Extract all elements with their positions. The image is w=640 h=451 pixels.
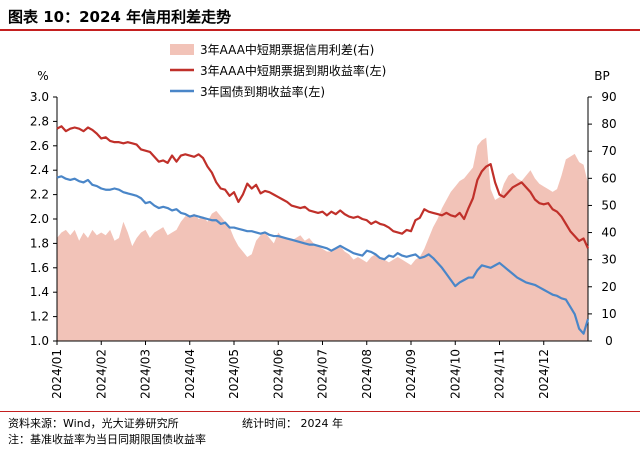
x-tick-label: 2024/10 xyxy=(448,349,462,399)
right-tick-label: 40 xyxy=(601,226,616,240)
right-unit-label: BP xyxy=(594,69,609,83)
x-tick-label: 2024/02 xyxy=(94,349,108,399)
left-tick-label: 2.2 xyxy=(30,188,49,202)
right-tick-label: 70 xyxy=(601,144,616,158)
x-tick-label: 2024/09 xyxy=(404,349,418,399)
left-unit-label: % xyxy=(37,69,48,83)
left-tick-label: 1.6 xyxy=(30,261,49,275)
left-tick-label: 1.2 xyxy=(30,310,49,324)
left-tick-label: 2.0 xyxy=(30,212,49,226)
x-tick-label: 2024/06 xyxy=(271,349,285,399)
x-tick-label: 2024/11 xyxy=(493,349,507,399)
spread-chart: 1.0 1.2 1.4 1.6 1.8 2.0 2.2 2.4 2.6 2.8 3.0 0 10 20 30… xyxy=(30,42,617,399)
legend-label-cp-yield: 3年AAA中短期票据到期收益率(左) xyxy=(200,63,386,78)
legend-label-spread: 3年AAA中短期票据信用利差(右) xyxy=(200,42,374,57)
left-tick-label: 1.4 xyxy=(30,285,49,299)
x-tick-label: 2024/12 xyxy=(537,349,551,399)
cp-yield-line xyxy=(56,125,590,249)
x-tick-label: 2024/03 xyxy=(139,349,153,399)
right-tick-label: 10 xyxy=(601,307,616,321)
right-tick-label: 90 xyxy=(601,90,616,104)
benchmark-note: 注：基准收益率为当日同期限国债收益率 xyxy=(8,433,206,446)
left-tick-label: 1.8 xyxy=(30,236,49,250)
left-tick-label: 2.4 xyxy=(30,163,49,177)
right-tick-label: 50 xyxy=(601,198,616,212)
x-tick-label: 2024/07 xyxy=(316,349,330,399)
x-tick-label: 2024/08 xyxy=(360,349,374,399)
right-tick-label: 0 xyxy=(605,334,613,348)
chart-title: 图表 10：2024 年信用利差走势 xyxy=(8,8,232,26)
stat-time-note: 统计时间： 2024 年 xyxy=(242,417,343,430)
x-tick-label: 2024/04 xyxy=(183,349,197,399)
legend-label-gov-yield: 3年国债到期收益率(左) xyxy=(200,84,325,99)
x-tick-label: 2024/01 xyxy=(50,349,64,399)
x-tick-label: 2024/05 xyxy=(227,349,241,399)
footer-rule xyxy=(0,411,640,412)
right-tick-label: 30 xyxy=(601,253,616,267)
left-tick-label: 2.8 xyxy=(30,114,49,128)
left-tick-label: 3.0 xyxy=(30,90,49,104)
title-rule xyxy=(0,29,640,31)
source-note: 资料来源：Wind，光大证券研究所 xyxy=(8,417,179,430)
gov-yield-line xyxy=(56,175,590,335)
spread-area xyxy=(57,137,588,341)
right-tick-label: 80 xyxy=(601,117,616,131)
legend-swatch-spread xyxy=(170,44,194,55)
right-tick-label: 60 xyxy=(601,171,616,185)
left-tick-label: 2.6 xyxy=(30,139,49,153)
left-tick-label: 1.0 xyxy=(30,334,49,348)
right-tick-label: 20 xyxy=(601,280,616,294)
